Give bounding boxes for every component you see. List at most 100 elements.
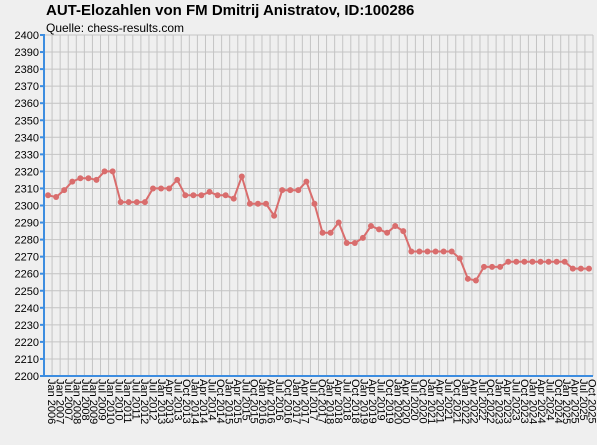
x-tick-label: Jul 2021 [442, 379, 454, 421]
x-tick-label: Jul 2011 [129, 379, 141, 420]
y-tick-label: 2290 [15, 218, 39, 230]
x-tick-label: Jan 2006 [45, 379, 57, 424]
elo-data-point [214, 192, 221, 199]
x-tick-label: Jan 2018 [324, 379, 336, 424]
elo-data-point [45, 192, 52, 199]
x-tick-label: Jul 2014 [205, 379, 217, 421]
x-tick-label: Jan 2010 [104, 379, 116, 424]
x-tick-label: Jan 2016 [256, 379, 268, 424]
elo-data-point [456, 255, 463, 262]
y-tick-label: 2330 [15, 149, 39, 161]
elo-data-point [464, 275, 471, 282]
x-tick-label: Oct 2014 [214, 379, 226, 424]
elo-data-point [497, 263, 504, 270]
elo-data-point [109, 168, 116, 175]
elo-data-point [448, 248, 455, 255]
y-tick-label: 2300 [15, 201, 39, 213]
x-tick-label: Oct 2022 [484, 379, 496, 424]
elo-data-point [295, 187, 302, 194]
elo-data-point [53, 193, 60, 200]
y-tick-label: 2200 [15, 371, 39, 383]
elo-data-point [343, 240, 350, 247]
elo-data-point [408, 248, 415, 255]
elo-data-point [101, 168, 108, 175]
y-tick-label: 2270 [15, 252, 39, 264]
elo-data-point [416, 248, 423, 255]
x-tick-label: Apr 2016 [265, 379, 277, 424]
elo-data-point [222, 192, 229, 199]
y-tick-label: 2260 [15, 269, 39, 281]
x-tick-label: Jan 2021 [425, 379, 437, 424]
elo-data-point [174, 176, 181, 183]
y-tick-label: 2320 [15, 166, 39, 178]
x-tick-label: Jan 2008 [70, 379, 82, 424]
x-tick-label: Jan 2007 [53, 379, 65, 424]
x-tick-label: Jul 2020 [408, 379, 420, 421]
elo-data-point [577, 265, 584, 272]
x-tick-label: Apr 2013 [163, 379, 175, 424]
elo-data-point [384, 229, 391, 236]
x-tick-label: Jan 2019 [358, 379, 370, 424]
x-tick-label: Oct 2023 [518, 379, 530, 424]
x-tick-label: Jan 2023 [493, 379, 505, 424]
elo-data-point [481, 263, 488, 270]
x-tick-label: Oct 2013 [180, 379, 192, 424]
elo-data-point [569, 265, 576, 272]
y-tick-label: 2250 [15, 286, 39, 298]
x-tick-label: Oct 2019 [383, 379, 395, 424]
elo-data-point [69, 178, 76, 185]
chart-title: AUT-Elozahlen von FM Dmitrij Anistratov,… [46, 2, 415, 19]
x-tick-label: Jul 2015 [239, 379, 251, 421]
y-tick-label: 2400 [15, 30, 39, 42]
x-tick-label: Apr 2023 [501, 379, 513, 424]
elo-data-point [351, 240, 358, 247]
elo-data-point [319, 229, 326, 236]
x-tick-label: Jan 2017 [290, 379, 302, 424]
x-tick-label: Jan 2011 [121, 379, 133, 423]
x-tick-label: Apr 2014 [197, 379, 209, 424]
elo-data-point [521, 258, 528, 265]
x-tick-label: Jul 2018 [341, 379, 353, 421]
elo-data-point [158, 185, 165, 192]
elo-data-point [246, 200, 253, 207]
elo-data-point [303, 178, 310, 185]
elo-data-point [149, 185, 156, 192]
elo-data-point [206, 188, 213, 195]
x-tick-label: Jul 2022 [476, 379, 488, 421]
elo-data-point [190, 192, 197, 199]
y-tick-label: 2280 [15, 235, 39, 247]
elo-data-point [553, 258, 560, 265]
chart-subtitle: Quelle: chess-results.com [46, 21, 185, 35]
y-tick-label: 2380 [15, 64, 39, 76]
x-tick-label: Jan 2009 [87, 379, 99, 424]
elo-data-point [77, 175, 84, 182]
elo-data-point [271, 212, 278, 219]
x-tick-label: Oct 2017 [315, 379, 327, 424]
x-tick-label: Apr 2017 [298, 379, 310, 424]
x-tick-label: Oct 2015 [248, 379, 260, 424]
y-tick-label: 2210 [15, 354, 39, 366]
x-tick-label: Jan 2013 [155, 379, 167, 424]
y-tick-label: 2360 [15, 98, 39, 110]
x-tick-label: Apr 2024 [535, 379, 547, 424]
x-tick-label: Apr 2019 [366, 379, 378, 424]
elo-data-point [472, 277, 479, 284]
elo-data-point [335, 219, 342, 226]
elo-data-point [545, 258, 552, 265]
x-tick-label: Jul 2017 [307, 379, 319, 421]
y-tick-label: 2340 [15, 132, 39, 144]
x-tick-label: Jul 2010 [113, 379, 125, 421]
x-tick-label: Apr 2022 [467, 379, 479, 424]
elo-data-point [166, 185, 173, 192]
elo-data-point [61, 187, 68, 194]
x-tick-label: Apr 2025 [569, 379, 581, 424]
elo-data-point [513, 258, 520, 265]
elo-data-point [327, 229, 334, 236]
y-tick-label: 2230 [15, 320, 39, 332]
x-tick-label: Jan 2020 [391, 379, 403, 424]
x-tick-label: Jul 2008 [79, 379, 91, 421]
elo-data-point [505, 258, 512, 265]
x-tick-label: Jul 2007 [62, 379, 74, 421]
x-tick-label: Jan 2024 [526, 379, 538, 424]
